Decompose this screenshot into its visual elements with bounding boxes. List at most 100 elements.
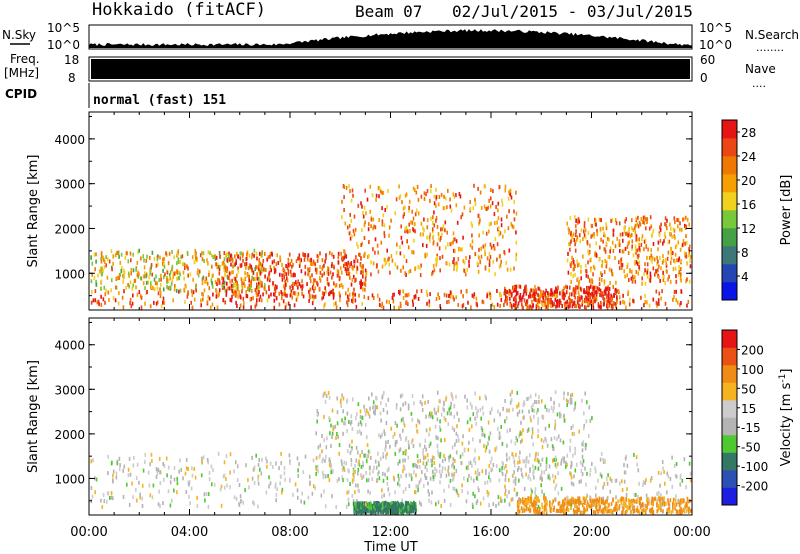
data-cell [580, 264, 582, 269]
data-cell [499, 412, 501, 417]
data-cell [592, 305, 595, 310]
data-cell [141, 504, 144, 508]
data-cell [361, 241, 363, 246]
data-cell [303, 257, 306, 262]
data-cell [583, 496, 586, 501]
data-cell [501, 465, 504, 470]
data-cell [354, 292, 356, 297]
data-cell [436, 443, 439, 448]
data-cell [385, 402, 387, 407]
data-cell [104, 300, 106, 305]
data-cell [583, 229, 585, 234]
data-cell [551, 300, 554, 305]
data-cell [512, 479, 515, 484]
data-cell [639, 501, 641, 505]
data-cell [604, 249, 607, 254]
data-cell [461, 452, 464, 457]
data-cell [255, 251, 258, 256]
data-cell [336, 273, 339, 278]
data-cell [474, 391, 476, 396]
data-cell [659, 278, 661, 283]
data-cell [525, 472, 527, 477]
data-cell [509, 392, 512, 397]
data-cell [600, 300, 602, 305]
data-cell [582, 496, 585, 501]
data-cell [295, 280, 297, 285]
data-cell [622, 496, 624, 501]
data-cell [668, 274, 670, 279]
data-cell [126, 251, 128, 256]
data-cell [250, 281, 252, 286]
data-cell [580, 276, 582, 281]
data-cell [388, 492, 391, 497]
data-cell [508, 456, 511, 461]
colorbar-segment [722, 382, 737, 401]
data-cell [503, 466, 506, 470]
data-cell [295, 259, 298, 263]
data-cell [631, 502, 634, 507]
data-cell [439, 474, 442, 479]
data-cell [687, 300, 690, 304]
data-cell [625, 504, 627, 508]
data-cell [465, 289, 468, 293]
data-cell [356, 430, 359, 435]
data-cell [151, 458, 153, 463]
data-cell [207, 492, 210, 497]
data-cell [455, 239, 458, 244]
data-cell [398, 290, 400, 294]
data-cell [403, 509, 405, 514]
data-cell [342, 396, 345, 401]
data-cell [331, 494, 333, 499]
data-cell [455, 295, 457, 300]
data-cell [567, 391, 569, 396]
data-cell [296, 282, 298, 287]
data-cell [610, 508, 613, 513]
data-cell [453, 194, 456, 199]
data-cell [656, 500, 658, 505]
data-cell [646, 220, 648, 225]
data-cell [173, 488, 175, 493]
data-cell [140, 256, 142, 261]
data-cell [387, 487, 390, 492]
data-cell [430, 500, 433, 505]
data-cell [400, 224, 402, 229]
data-cell [529, 467, 531, 472]
data-cell [153, 256, 156, 261]
data-cell [500, 217, 503, 222]
data-cell [635, 234, 638, 239]
data-cell [259, 261, 261, 266]
data-cell [408, 270, 410, 275]
data-cell [536, 458, 539, 463]
data-cell [670, 246, 672, 251]
data-cell [646, 262, 649, 267]
data-cell [606, 500, 608, 505]
data-cell [235, 460, 237, 465]
data-cell [176, 276, 178, 281]
data-cell [266, 257, 268, 262]
data-cell [540, 473, 543, 477]
data-cell [399, 407, 402, 412]
data-cell [316, 254, 319, 258]
data-cell [572, 267, 575, 272]
data-cell [193, 467, 196, 471]
data-cell [275, 296, 278, 301]
data-cell [512, 473, 515, 478]
data-cell [541, 510, 543, 515]
data-cell [501, 499, 504, 504]
data-cell [580, 269, 582, 274]
data-cell [439, 427, 442, 432]
data-cell [426, 189, 429, 193]
data-cell [437, 500, 440, 505]
data-cell [531, 430, 534, 435]
data-cell [356, 502, 358, 507]
data-cell [589, 418, 592, 423]
data-cell [412, 186, 415, 191]
data-cell [364, 287, 366, 292]
data-cell [187, 467, 189, 471]
data-cell [472, 491, 474, 496]
data-cell [217, 277, 219, 282]
data-cell [508, 288, 511, 293]
data-cell [455, 394, 457, 399]
data-cell [345, 461, 348, 466]
data-cell [545, 502, 548, 507]
